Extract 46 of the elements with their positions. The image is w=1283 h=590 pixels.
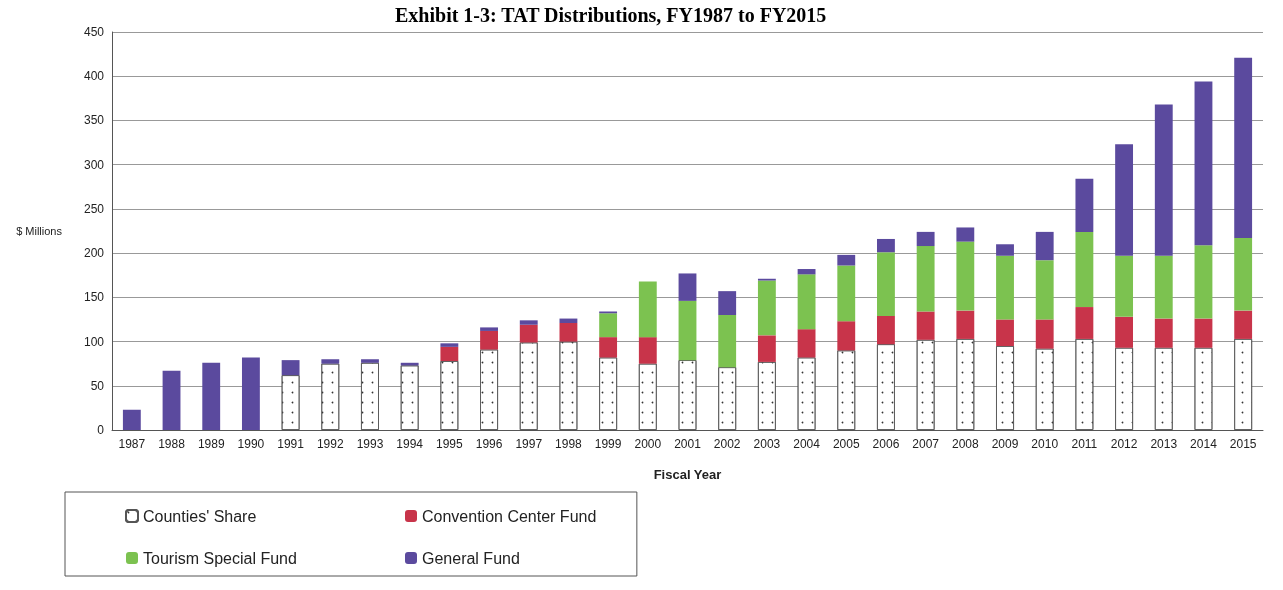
x-tick-label: 2009 [991,437,1019,451]
x-tick-label: 2003 [753,437,781,451]
x-tick-label: 2012 [1110,437,1138,451]
x-tick-label: 2011 [1071,437,1098,451]
x-tick-label: 2001 [674,437,702,451]
legend-label: Tourism Special Fund [143,549,297,567]
x-tick-label: 1994 [396,437,424,451]
legend-label: Convention Center Fund [422,507,597,525]
x-tick-label: 2002 [713,437,741,451]
chart-title: Exhibit 1-3: TAT Distributions, FY1987 to FY2015 [395,4,827,26]
y-tick-label: 0 [97,423,105,437]
x-tick-label: 2015 [1229,437,1257,451]
x-tick-label: 1991 [277,437,305,451]
legend-label: Counties' Share [143,507,257,525]
x-tick-label: 1999 [594,437,622,451]
x-tick-label: 1997 [515,437,543,451]
y-tick-label: 300 [83,157,105,172]
x-tick-label: 2007 [912,437,940,451]
y-tick-label: 200 [83,246,105,261]
y-tick-label: 450 [83,25,105,39]
x-tick-label: 2005 [832,437,860,451]
x-tick-label: 1998 [555,437,583,451]
x-tick-label: 2000 [634,437,662,451]
x-tick-label: 2014 [1190,437,1218,451]
y-tick-label: 250 [83,201,105,216]
x-tick-label: 1996 [475,437,503,451]
x-tick-label: 1993 [356,437,384,451]
x-tick-label: 2013 [1150,437,1178,451]
y-axis-title: $ Millions [16,225,63,237]
y-tick-label: 400 [83,69,105,84]
x-tick-label: 1987 [118,437,146,451]
x-tick-label: 2008 [951,437,979,451]
x-tick-label: 1988 [158,437,186,451]
x-tick-label: 1992 [316,437,344,451]
x-tick-label: 2010 [1031,437,1059,451]
y-tick-label: 150 [83,290,105,305]
x-tick-label: 2006 [872,437,900,451]
x-tick-label: 2004 [793,437,821,451]
x-tick-label: 1989 [197,437,225,451]
x-axis-title: Fiscal Year [653,467,722,482]
y-tick-label: 350 [83,113,105,128]
x-tick-label: 1995 [436,437,464,451]
legend-label: General Fund [422,549,520,567]
y-tick-label: 50 [90,378,105,393]
y-tick-label: 100 [83,334,105,349]
x-tick-label: 1990 [237,437,265,451]
